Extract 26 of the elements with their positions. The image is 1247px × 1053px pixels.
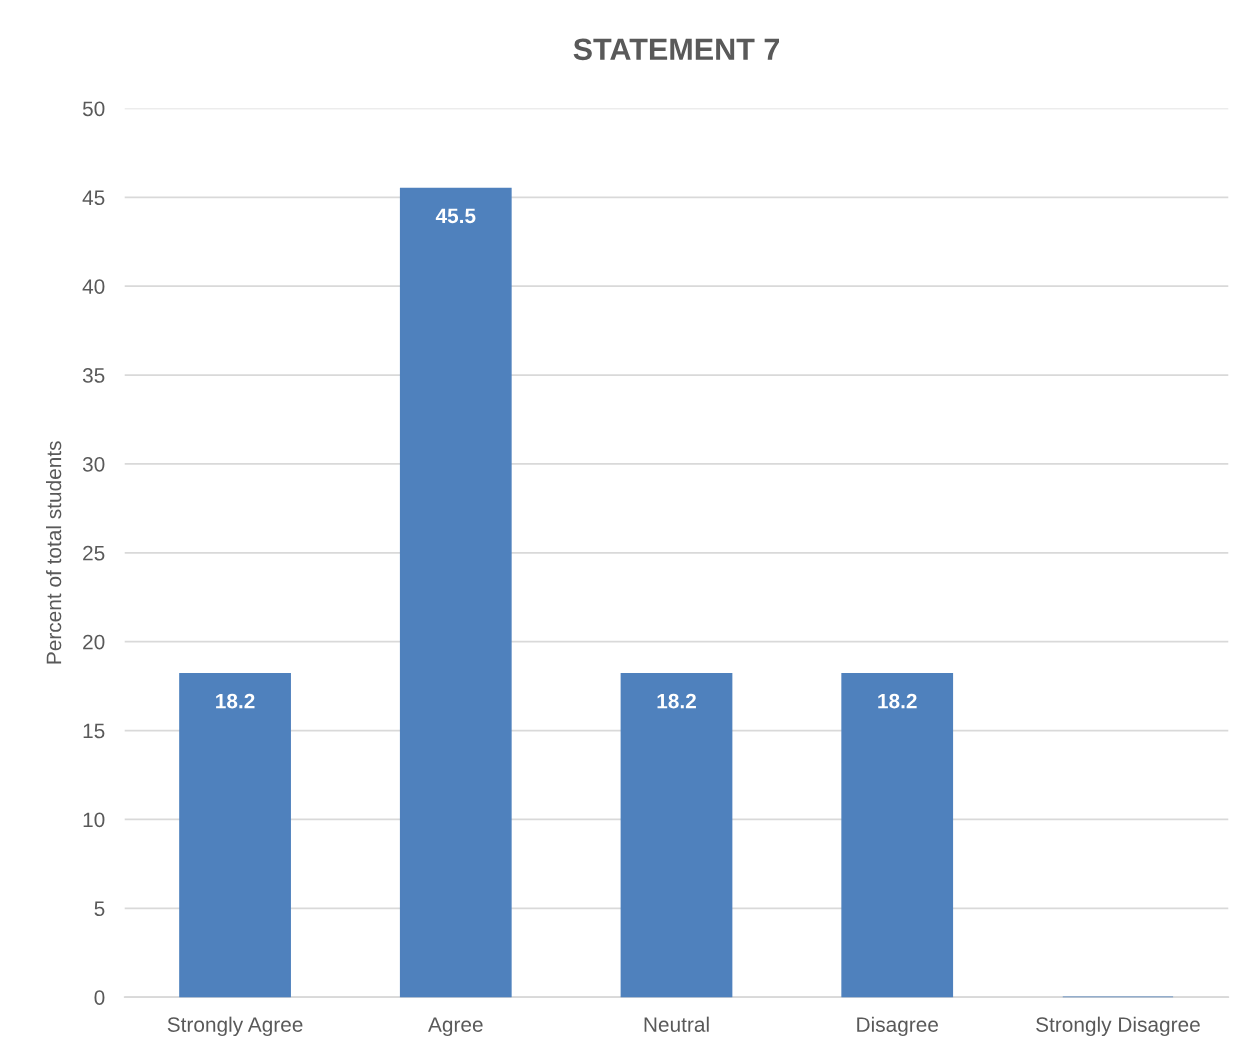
bar [179,672,291,998]
chart-title: STATEMENT 7 [573,38,779,61]
bar [399,187,512,998]
y-tick-label: 25 [83,545,105,561]
data-label: 45.5 [435,208,476,224]
data-label: 18.2 [657,693,696,709]
y-tick-label: 10 [83,812,105,828]
x-tick-label: Agree [428,1017,483,1037]
bar [841,672,954,998]
data-label: 18.2 [216,693,255,709]
y-axis-title: Percent of total students [46,441,62,664]
bar [620,672,733,998]
data-label: 18.2 [878,693,917,709]
x-tick-label: Strongly Agree [167,1016,303,1037]
y-tick-label: 45 [82,190,105,206]
x-tick-label: Disagree [857,1016,938,1037]
y-tick-label: 35 [82,368,105,383]
y-tick-label: 5 [94,901,105,917]
x-tick-label: Strongly Disagree [1036,1016,1200,1037]
y-tick-label: 0 [94,990,105,1005]
y-tick-label: 20 [83,634,105,650]
y-tick-label: 40 [82,279,105,294]
y-tick-label: 15 [83,723,105,739]
y-tick-label: 50 [82,101,105,117]
x-tick-label: Neutral [644,1016,709,1032]
y-tick-label: 30 [82,456,105,472]
